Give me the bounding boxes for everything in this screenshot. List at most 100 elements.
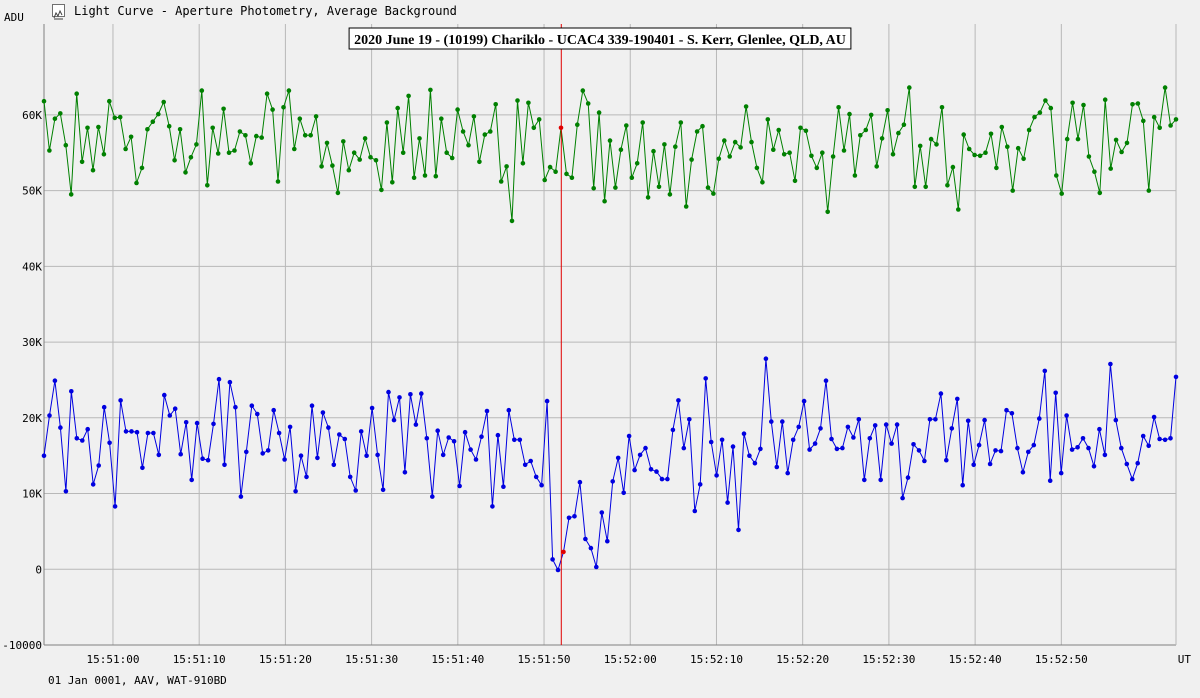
data-point: [1146, 188, 1152, 193]
data-point: [96, 463, 101, 468]
data-point: [233, 404, 238, 410]
data-point: [912, 184, 918, 190]
data-point: [90, 167, 96, 173]
data-point: [391, 417, 397, 423]
data-point: [145, 430, 151, 436]
data-point: [1042, 368, 1048, 374]
data-point: [719, 437, 725, 443]
data-point: [368, 155, 373, 160]
data-point: [63, 489, 69, 494]
data-point: [397, 395, 402, 400]
data-point: [867, 436, 873, 441]
data-point: [1108, 166, 1113, 171]
data-point: [1020, 470, 1026, 475]
data-point: [987, 461, 993, 467]
data-point: [490, 504, 495, 509]
data-point: [522, 462, 528, 468]
data-point: [894, 422, 900, 427]
data-point: [364, 453, 369, 459]
x-tick-label: 15:52:20: [776, 653, 829, 666]
data-point: [85, 426, 90, 432]
data-point: [74, 91, 79, 96]
data-point: [428, 87, 433, 93]
data-point: [101, 404, 107, 410]
data-point: [411, 175, 417, 180]
data-point: [634, 161, 640, 166]
data-point: [1113, 137, 1119, 143]
data-point: [621, 490, 626, 496]
data-point: [561, 549, 566, 555]
data-point: [112, 115, 118, 121]
data-point: [227, 379, 233, 385]
data-point: [1081, 102, 1086, 108]
series-layer: [41, 85, 1179, 573]
x-tick-label: 15:51:30: [345, 653, 398, 666]
data-point: [276, 430, 282, 436]
chart-icon[interactable]: [52, 4, 65, 20]
y-axis-unit-label: ADU: [4, 11, 24, 24]
data-point: [80, 438, 85, 443]
data-point: [645, 195, 651, 200]
data-point: [879, 136, 885, 141]
data-point: [681, 445, 687, 451]
data-point: [373, 158, 379, 163]
x-tick-label: 15:51:10: [173, 653, 226, 666]
data-point: [993, 448, 998, 453]
data-point: [654, 469, 659, 474]
data-point: [473, 457, 479, 462]
axis-layer: -10000 0 10K 20K 30K 40K 50K 60K 15:51:00 15:51:1…: [2, 24, 1191, 666]
data-point: [809, 153, 814, 159]
data-point: [531, 125, 537, 131]
data-point: [200, 456, 205, 462]
data-point: [419, 391, 424, 396]
data-point: [911, 442, 916, 447]
data-point: [678, 120, 684, 125]
data-point: [577, 479, 583, 485]
data-point: [58, 425, 63, 430]
data-point: [1135, 460, 1140, 466]
data-point: [1026, 449, 1031, 455]
data-point: [851, 435, 856, 440]
data-point: [107, 440, 112, 446]
data-point: [769, 419, 774, 424]
x-tick-label: 15:52:50: [1035, 653, 1088, 666]
data-point: [440, 452, 446, 458]
data-point: [1037, 416, 1042, 421]
data-point: [422, 173, 428, 178]
y-tick-label: 0: [35, 563, 42, 576]
data-point: [484, 408, 490, 414]
data-point: [167, 413, 173, 418]
data-point: [302, 133, 308, 138]
data-point: [665, 476, 670, 482]
data-point: [774, 464, 780, 470]
data-point: [836, 105, 841, 110]
data-point: [123, 429, 129, 434]
data-point: [1157, 436, 1162, 442]
data-point: [594, 564, 599, 570]
data-point: [585, 101, 591, 106]
data-point: [1026, 127, 1032, 133]
data-point: [260, 451, 266, 456]
data-point: [1173, 374, 1179, 380]
data-point: [1119, 445, 1124, 451]
data-point: [743, 104, 749, 109]
data-point: [640, 120, 645, 125]
data-point: [150, 119, 156, 124]
data-point: [140, 465, 145, 471]
data-point: [934, 142, 939, 147]
data-point: [69, 389, 74, 394]
data-point: [342, 436, 348, 442]
data-point: [670, 427, 676, 433]
data-point: [264, 91, 270, 96]
data-point: [553, 169, 558, 174]
x-tick-label: 15:52:00: [604, 653, 657, 666]
data-point: [1043, 98, 1048, 103]
data-point: [566, 515, 572, 521]
data-point: [820, 150, 825, 155]
data-point: [683, 204, 689, 209]
data-point: [134, 429, 140, 435]
data-point: [189, 477, 194, 483]
data-point: [1108, 361, 1113, 367]
data-point: [780, 419, 785, 424]
